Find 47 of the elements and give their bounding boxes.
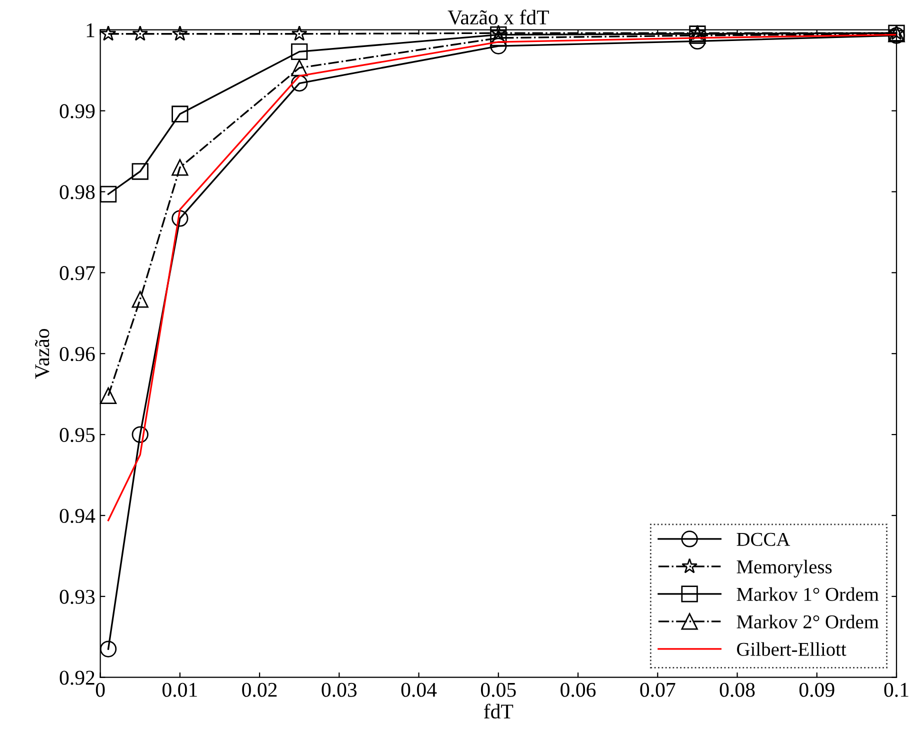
y-tick-label: 1 (86, 23, 94, 38)
point (100, 186, 117, 202)
point (490, 38, 507, 54)
x-tick-label: 0.09 (799, 682, 834, 697)
y-tick-label: 0.96 (60, 346, 95, 362)
point (172, 26, 188, 41)
x-tick-label: 0.03 (322, 682, 357, 697)
x-tick-label: 0 (96, 682, 105, 697)
y-tick-label: 0.94 (60, 508, 96, 524)
x-tick-label: 0.06 (560, 682, 596, 697)
point (291, 74, 308, 92)
legend-label: Markov 1° Ordem (736, 587, 879, 601)
point (100, 26, 116, 41)
point (490, 24, 506, 40)
legend-label: Gilbert-Elliott (737, 642, 846, 656)
x-tick-label: 0.1 (884, 682, 908, 697)
point (291, 43, 308, 60)
point (132, 26, 148, 41)
y-tick-label: 0.92 (60, 670, 94, 685)
legend-label: Memoryless (736, 560, 832, 578)
point (490, 26, 507, 44)
point (100, 387, 117, 404)
x-tick-label: 0.04 (401, 682, 437, 697)
x-tick-label: 0.01 (162, 682, 197, 697)
legend-label: DCCA (736, 532, 790, 546)
point (291, 60, 308, 76)
legend-label: Markov 2° Ordem (736, 614, 879, 628)
point (132, 426, 148, 443)
point (100, 640, 117, 658)
point (172, 159, 188, 176)
point (172, 210, 188, 227)
y-tick-label: 0.93 (60, 590, 95, 604)
point (172, 106, 188, 122)
x-tick-label: 0.08 (720, 682, 755, 697)
y-tick-label: 0.95 (60, 428, 95, 442)
chart-title: Vazão x fdT (448, 10, 549, 25)
x-axis-title: fdT (484, 704, 514, 719)
y-tick-label: 0.99 (60, 104, 95, 118)
y-axis-title: Vazão (34, 328, 50, 379)
x-tick-label: 0.07 (640, 682, 676, 697)
y-tick-label: 0.97 (60, 266, 95, 280)
point (132, 291, 148, 308)
y-tick-label: 0.98 (60, 185, 95, 200)
point (291, 26, 308, 41)
x-tick-label: 0.05 (480, 682, 516, 697)
x-tick-label: 0.02 (242, 682, 277, 697)
point (132, 163, 148, 180)
